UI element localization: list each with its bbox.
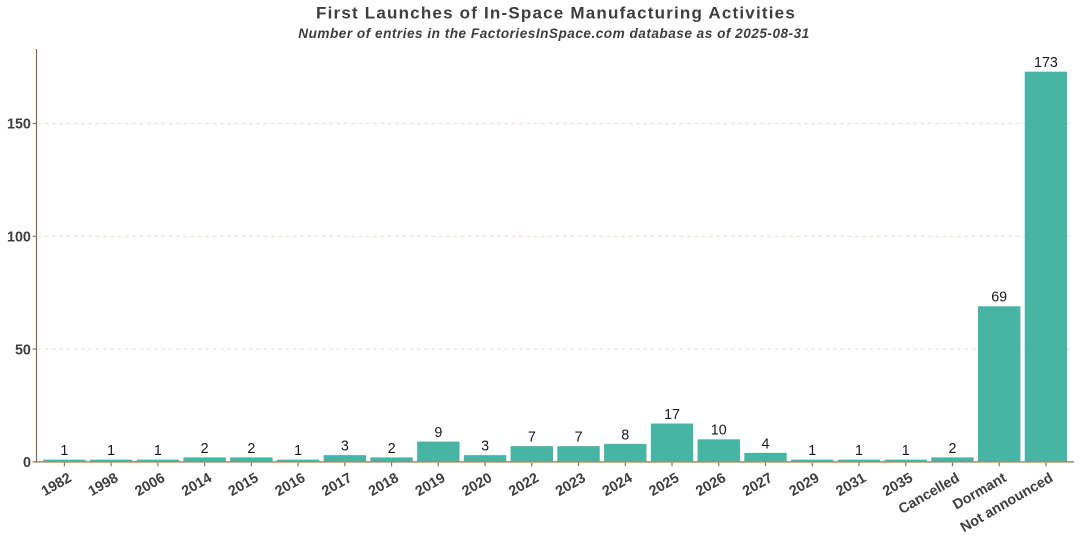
svg-text:First Launches of In-Space Man: First Launches of In-Space Manufacturing… bbox=[316, 4, 796, 23]
svg-text:10: 10 bbox=[711, 423, 727, 439]
svg-text:100: 100 bbox=[7, 230, 31, 246]
svg-text:1: 1 bbox=[294, 443, 302, 459]
svg-text:2: 2 bbox=[201, 441, 209, 457]
svg-text:0: 0 bbox=[23, 455, 31, 471]
svg-text:3: 3 bbox=[341, 439, 349, 455]
svg-text:1: 1 bbox=[107, 443, 115, 459]
svg-text:7: 7 bbox=[575, 430, 583, 446]
svg-text:Number of entries in the Facto: Number of entries in the FactoriesInSpac… bbox=[298, 26, 809, 41]
svg-text:1: 1 bbox=[855, 443, 863, 459]
svg-text:9: 9 bbox=[434, 425, 442, 441]
svg-text:3: 3 bbox=[481, 439, 489, 455]
svg-text:8: 8 bbox=[621, 427, 629, 443]
svg-text:4: 4 bbox=[762, 436, 770, 452]
svg-text:50: 50 bbox=[15, 342, 31, 358]
svg-text:2: 2 bbox=[247, 441, 255, 457]
svg-text:7: 7 bbox=[528, 430, 536, 446]
svg-text:17: 17 bbox=[664, 407, 680, 423]
svg-text:2: 2 bbox=[388, 441, 396, 457]
svg-text:1: 1 bbox=[808, 443, 816, 459]
svg-text:1: 1 bbox=[902, 443, 910, 459]
svg-text:1: 1 bbox=[60, 443, 68, 459]
svg-text:1: 1 bbox=[154, 443, 162, 459]
svg-text:173: 173 bbox=[1034, 55, 1058, 71]
svg-text:2: 2 bbox=[948, 441, 956, 457]
svg-text:150: 150 bbox=[7, 117, 31, 133]
svg-text:69: 69 bbox=[991, 290, 1007, 306]
